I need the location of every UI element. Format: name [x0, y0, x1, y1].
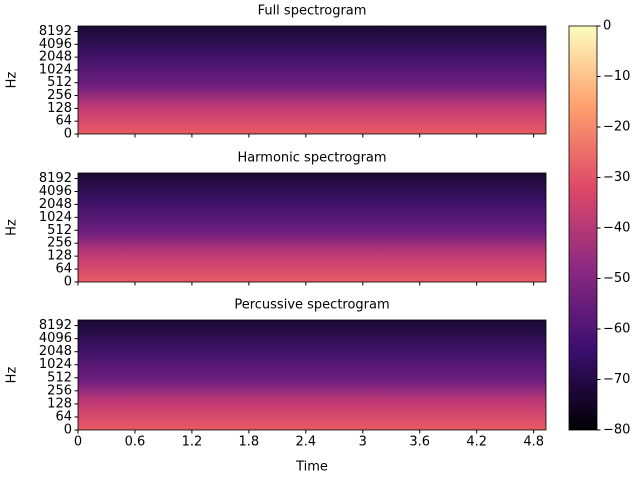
y-tick-label: 2048	[39, 50, 72, 65]
y-tick-label: 128	[47, 249, 72, 264]
y-tick-label: 0	[64, 275, 72, 290]
y-tick-label: 2048	[39, 344, 72, 359]
y-tick-label: 128	[47, 396, 72, 411]
colorbar-tick-label: −20	[603, 120, 630, 135]
x-tick-label: 0.6	[125, 435, 146, 450]
colorbar-tick-label: −30	[603, 170, 630, 185]
x-tick-label: 3.6	[409, 435, 430, 450]
panel-title: Percussive spectrogram	[234, 298, 389, 313]
x-tick-label: 2.4	[295, 435, 316, 450]
y-tick-label: 0	[64, 127, 72, 142]
y-tick-label: 64	[55, 262, 72, 277]
y-tick-label: 256	[47, 383, 72, 398]
x-tick-label: 1.8	[239, 435, 260, 450]
y-tick-label: 8192	[39, 171, 72, 186]
y-tick-label: 8192	[39, 318, 72, 333]
colorbar-tick-label: −60	[603, 322, 630, 337]
y-tick-label: 128	[47, 101, 72, 116]
panel-title: Harmonic spectrogram	[237, 151, 386, 166]
axes-frame	[77, 172, 547, 283]
colorbar-tick-label: −70	[603, 372, 630, 387]
colorbar-tick-label: −80	[603, 423, 630, 438]
y-axis-label: Hz	[5, 72, 20, 89]
colorbar	[569, 26, 597, 430]
y-tick-label: 4096	[39, 331, 72, 346]
panel-title: Full spectrogram	[258, 4, 367, 19]
y-tick-label: 256	[47, 236, 72, 251]
y-tick-label: 2048	[39, 197, 72, 212]
colorbar-tick-label: −50	[603, 271, 630, 286]
x-tick-label: 1.2	[182, 435, 203, 450]
y-tick-label: 512	[47, 223, 72, 238]
spectrogram-image	[78, 173, 546, 282]
spectrogram-image	[78, 26, 546, 134]
spectrogram-image	[78, 320, 546, 430]
y-tick-label: 4096	[39, 37, 72, 52]
x-tick-label: 3	[359, 435, 367, 450]
y-tick-label: 0	[64, 423, 72, 438]
y-axis-label: Hz	[5, 219, 20, 236]
y-axis-label: Hz	[5, 367, 20, 384]
colorbar-tick-label: −10	[603, 69, 630, 84]
y-tick-label: 8192	[39, 24, 72, 39]
axes-frame	[77, 319, 547, 431]
x-tick-label: 4.8	[523, 435, 544, 450]
y-tick-label: 64	[55, 114, 72, 129]
y-tick-label: 4096	[39, 184, 72, 199]
y-tick-label: 256	[47, 88, 72, 103]
colorbar-tick-label: −40	[603, 221, 630, 236]
axes-frame	[77, 25, 547, 135]
colorbar-tick-label: 0	[603, 19, 611, 34]
y-tick-label: 1024	[39, 62, 72, 77]
x-tick-label: 0	[74, 435, 82, 450]
y-tick-label: 64	[55, 409, 72, 424]
x-tick-label: 4.2	[466, 435, 487, 450]
y-tick-label: 1024	[39, 210, 72, 225]
y-tick-label: 512	[47, 370, 72, 385]
x-axis-label: Time	[295, 460, 328, 475]
y-tick-label: 1024	[39, 357, 72, 372]
y-tick-label: 512	[47, 75, 72, 90]
